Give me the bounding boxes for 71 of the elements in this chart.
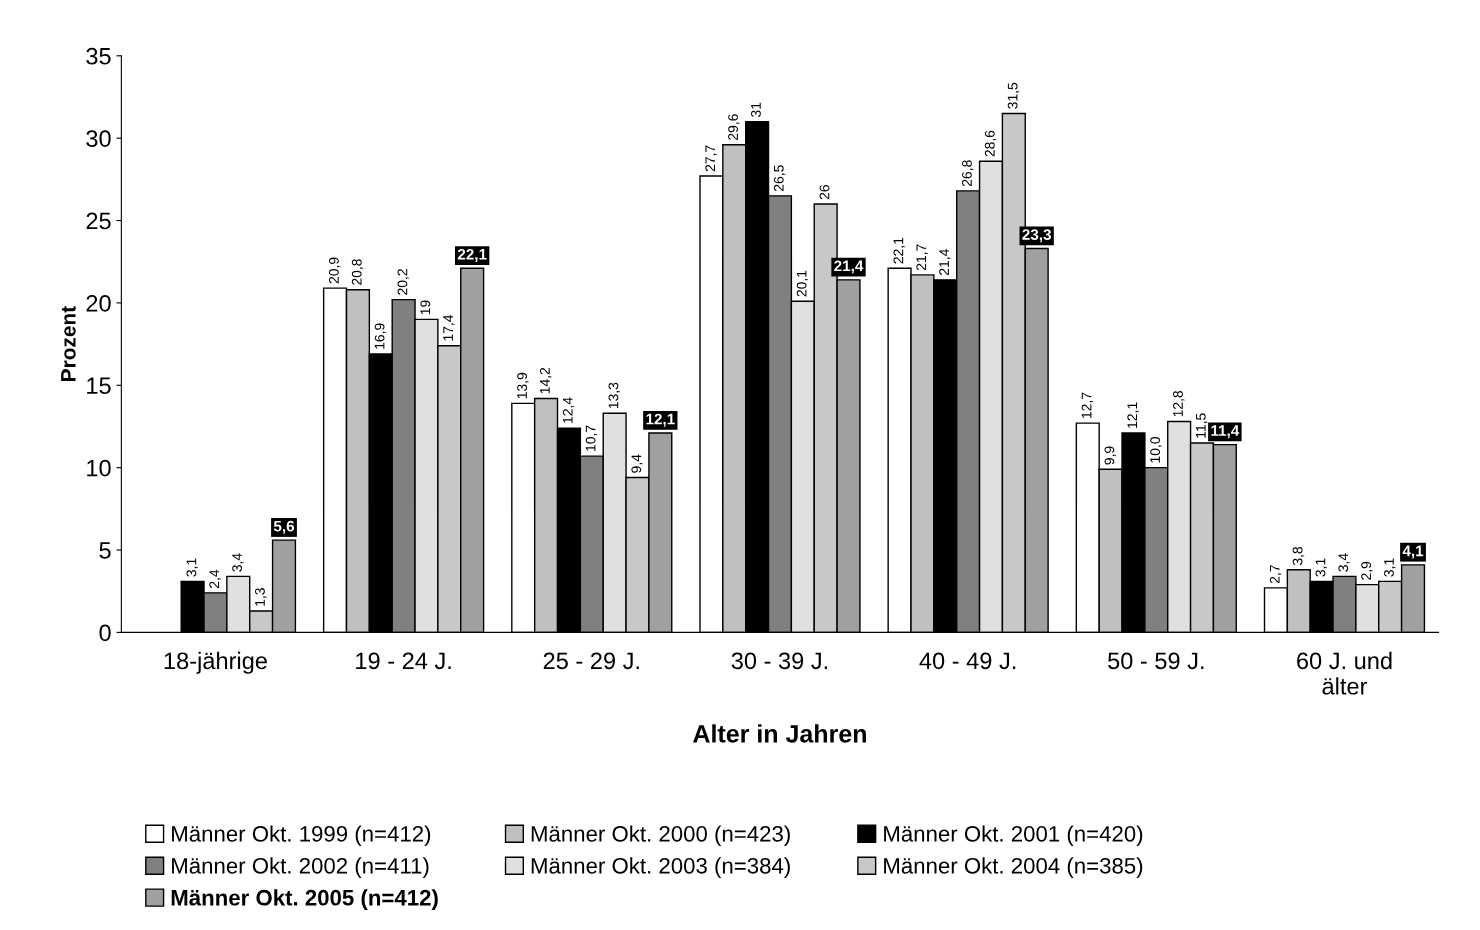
- x-axis-title: Alter in Jahren: [693, 724, 866, 743]
- data-label: 31: [751, 102, 761, 117]
- x-tick-label: 25 - 29 J.: [543, 652, 639, 670]
- data-label: 21,4: [834, 260, 864, 274]
- legend-label: Männer Okt. 2002 (n=411): [172, 857, 429, 879]
- data-label: 2,4: [209, 569, 221, 588]
- y-tick-label: 35: [86, 47, 111, 65]
- y-tick-label: 30: [86, 130, 111, 147]
- data-label: 12,4: [562, 397, 575, 423]
- data-label: 19: [420, 300, 431, 315]
- data-label: 22,1: [457, 248, 487, 262]
- data-label: 10,7: [585, 425, 598, 451]
- data-label: 3,8: [1292, 546, 1305, 566]
- data-label: 3,1: [1384, 558, 1396, 577]
- data-label: 20,8: [351, 259, 364, 285]
- x-tick-label: 50 - 59 J.: [1108, 652, 1204, 670]
- data-label: 26,8: [962, 160, 974, 187]
- data-label: 3,1: [1315, 558, 1327, 577]
- data-label: 5,6: [273, 520, 295, 534]
- x-tick-label: 40 - 49 J.: [919, 652, 1016, 670]
- data-label: 10,0: [1150, 437, 1162, 463]
- y-tick-label: 25: [86, 212, 111, 230]
- x-tick-label: 30 - 39 J.: [731, 652, 828, 670]
- data-label: 23,3: [1022, 229, 1051, 243]
- data-label: 3,4: [1338, 553, 1350, 572]
- data-label: 2,9: [1361, 561, 1373, 580]
- data-label: 27,7: [705, 145, 717, 172]
- data-label: 31,5: [1007, 82, 1020, 109]
- y-tick-label: 0: [99, 624, 111, 642]
- data-label: 2,7: [1269, 565, 1282, 584]
- data-label: 11,4: [1211, 425, 1240, 439]
- data-label: 3,4: [232, 553, 244, 572]
- data-label: 12,7: [1081, 392, 1094, 418]
- data-label: 20,1: [796, 270, 809, 297]
- data-label: 13,9: [517, 372, 529, 399]
- y-tick-label: 10: [87, 459, 111, 477]
- data-label: 4,1: [1402, 545, 1424, 559]
- data-label: 29,6: [728, 114, 740, 140]
- data-label: 1,3: [255, 588, 267, 606]
- y-tick-label: 20: [86, 294, 111, 312]
- legend-label: Männer Okt. 2003 (n=384): [531, 857, 790, 879]
- data-label: 17,4: [443, 314, 455, 341]
- data-label: 26,5: [773, 165, 786, 191]
- y-tick-label: 15: [87, 377, 111, 395]
- data-label: 12,8: [1173, 390, 1185, 417]
- data-label: 9,4: [631, 454, 643, 473]
- data-label: 13,3: [608, 382, 621, 409]
- data-label: 21,7: [916, 244, 928, 271]
- x-tick-label: 18-jährige: [164, 651, 267, 674]
- data-label: 12,1: [646, 413, 675, 427]
- data-label: 9,9: [1104, 446, 1116, 465]
- data-label: 11,5: [1196, 413, 1208, 438]
- data-label: 20,9: [328, 257, 341, 284]
- y-tick-label: 5: [99, 542, 111, 559]
- y-axis-title: Prozent: [61, 306, 76, 381]
- x-tick-label: 19 - 24 J.: [356, 652, 451, 670]
- data-label: 22,1: [893, 237, 905, 264]
- legend-label: Männer Okt. 2001 (n=420): [884, 825, 1143, 847]
- x-tick-label: 60 J. und älter: [1297, 651, 1392, 695]
- legend-label: Männer Okt. 2004 (n=385): [884, 857, 1143, 879]
- data-label: 28,6: [984, 130, 997, 157]
- data-label: 3,1: [186, 558, 198, 577]
- data-label: 12,1: [1127, 402, 1139, 428]
- data-label: 16,9: [374, 323, 387, 349]
- data-label: 21,4: [939, 249, 951, 275]
- legend-label: Männer Okt. 2005 (n=412): [171, 889, 438, 910]
- data-label: 14,2: [539, 367, 552, 394]
- legend-label: Männer Okt. 1999 (n=412): [172, 825, 431, 847]
- data-label: 26: [819, 185, 830, 200]
- data-label: 20,2: [397, 269, 409, 295]
- legend-label: Männer Okt. 2000 (n=423): [531, 825, 790, 847]
